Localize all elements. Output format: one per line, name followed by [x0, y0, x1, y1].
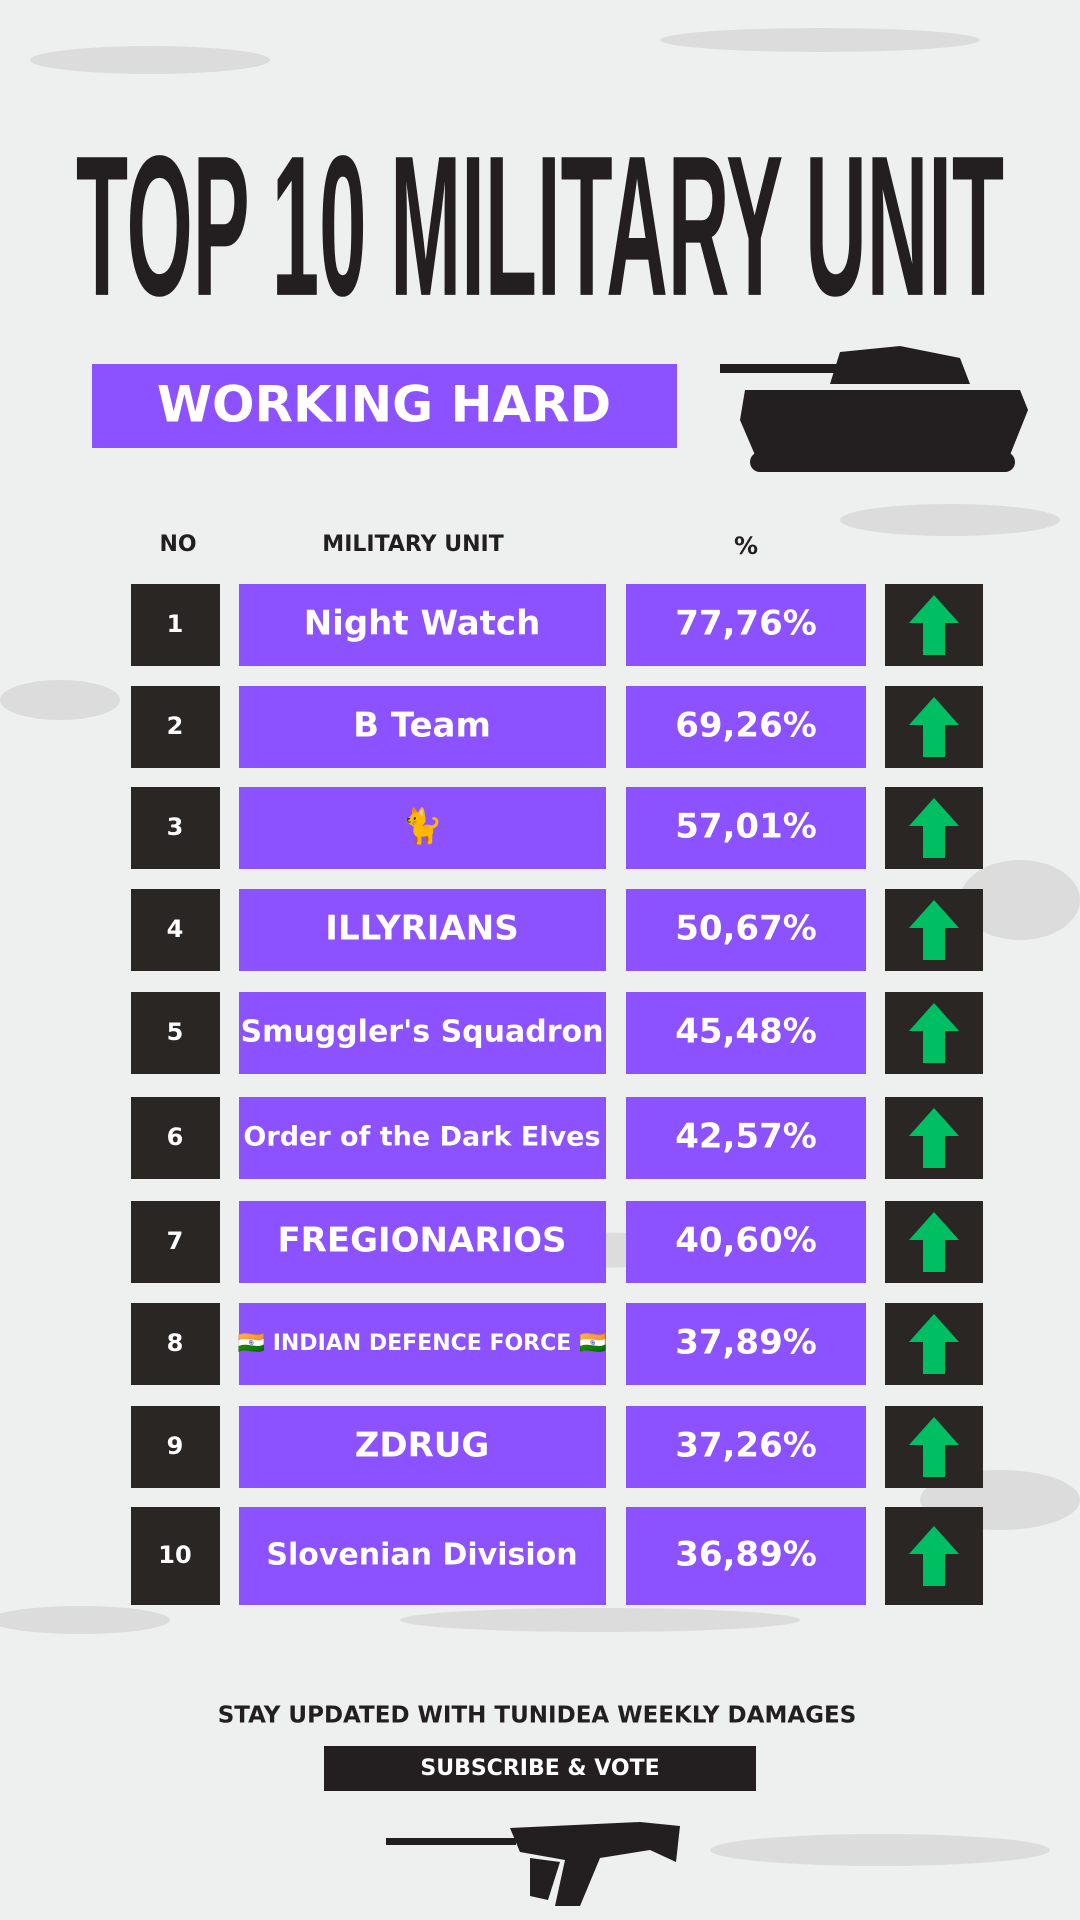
- up-arrow: [909, 595, 959, 655]
- table: 1 Night Watch 77,76% 2 B Team 69,26% 3 🐈 57,01% 4…: [131, 584, 983, 1605]
- name-cell: [239, 992, 606, 1074]
- rank-cell: [131, 1406, 220, 1488]
- up-arrow: [909, 798, 959, 858]
- name-cell: [239, 1201, 606, 1283]
- percent: 45,48%: [675, 1012, 817, 1052]
- unit-name: ZDRUG: [355, 1426, 490, 1466]
- tank-icon: [720, 346, 1028, 472]
- rank-cell: [131, 992, 220, 1074]
- percent: 40,60%: [675, 1221, 817, 1261]
- up-arrow: [909, 1212, 959, 1272]
- up-arrow: [909, 1417, 959, 1477]
- up-arrow: [909, 1526, 959, 1586]
- rank: 2: [167, 712, 184, 740]
- percent-cell: [626, 1201, 866, 1283]
- column-header: NO: [159, 532, 196, 557]
- rank-cell: [131, 787, 220, 869]
- name-cell: [239, 1406, 606, 1488]
- rank: 10: [158, 1541, 191, 1569]
- name-cell: [239, 787, 606, 869]
- percent-cell: [626, 584, 866, 666]
- unit-name: Smuggler's Squadron: [240, 1015, 603, 1050]
- rank-cell: [131, 686, 220, 768]
- up-arrow: [909, 697, 959, 757]
- percent: 42,57%: [675, 1117, 817, 1157]
- rank: 7: [167, 1227, 184, 1255]
- name-cell: [239, 1507, 606, 1605]
- rank-cell: [131, 889, 220, 971]
- rank-cell: [131, 1303, 220, 1385]
- up-arrow: [909, 1003, 959, 1063]
- button[interactable]: [324, 1746, 756, 1791]
- rank-cell: [131, 1507, 220, 1605]
- column-header: %: [734, 532, 758, 560]
- rank-cell: [131, 584, 220, 666]
- unit-name: B Team: [353, 706, 491, 746]
- percent: 50,67%: [675, 909, 817, 949]
- rank: 9: [167, 1432, 184, 1460]
- rank: 5: [167, 1018, 184, 1046]
- unit-name: Order of the Dark Elves: [243, 1122, 600, 1153]
- unit-name: ILLYRIANS: [325, 909, 518, 949]
- percent-cell: [626, 992, 866, 1074]
- rank: 1: [167, 610, 184, 638]
- unit-name: FREGIONARIOS: [277, 1221, 566, 1261]
- percent-cell: [626, 787, 866, 869]
- unit-name: Night Watch: [304, 604, 541, 644]
- percent-cell: [626, 686, 866, 768]
- percent: 69,26%: [675, 706, 817, 746]
- unit-name: 🐈: [401, 807, 443, 847]
- name-cell: [239, 889, 606, 971]
- name-cell: [239, 1303, 606, 1385]
- percent: 57,01%: [675, 807, 817, 847]
- percent-cell: [626, 1406, 866, 1488]
- rank: 4: [167, 915, 184, 943]
- button-label[interactable]: SUBSCRIBE & VOTE: [420, 1756, 659, 1781]
- percent: 37,26%: [675, 1426, 817, 1466]
- subtitle: WORKING HARD: [157, 376, 611, 434]
- footer-text: STAY UPDATED WITH TUNIDEA WEEKLY DAMAGES: [218, 1703, 857, 1729]
- column-header: MILITARY UNIT: [322, 532, 503, 557]
- name-cell: [239, 1097, 606, 1179]
- unit-name: 🇮🇳 INDIAN DEFENCE FORCE 🇮🇳: [238, 1331, 607, 1356]
- rank-cell: [131, 1201, 220, 1283]
- up-arrow: [909, 1108, 959, 1168]
- up-arrow: [909, 900, 959, 960]
- percent: 36,89%: [675, 1535, 817, 1575]
- name-cell: [239, 584, 606, 666]
- name-cell: [239, 686, 606, 768]
- rank: 8: [167, 1329, 184, 1357]
- title: TOP 10 MILITARY UNIT: [76, 115, 1004, 338]
- percent: 77,76%: [675, 604, 817, 644]
- subtitle-box: [92, 364, 677, 448]
- rank: 3: [167, 813, 184, 841]
- rank: 6: [167, 1123, 184, 1151]
- up-arrow: [909, 1314, 959, 1374]
- percent-cell: [626, 1303, 866, 1385]
- percent-cell: [626, 1097, 866, 1179]
- percent: 37,89%: [675, 1323, 817, 1363]
- percent-cell: [626, 889, 866, 971]
- unit-name: Slovenian Division: [266, 1538, 577, 1573]
- percent-cell: [626, 1507, 866, 1605]
- rank-cell: [131, 1097, 220, 1179]
- rifle-icon: [386, 1822, 680, 1906]
